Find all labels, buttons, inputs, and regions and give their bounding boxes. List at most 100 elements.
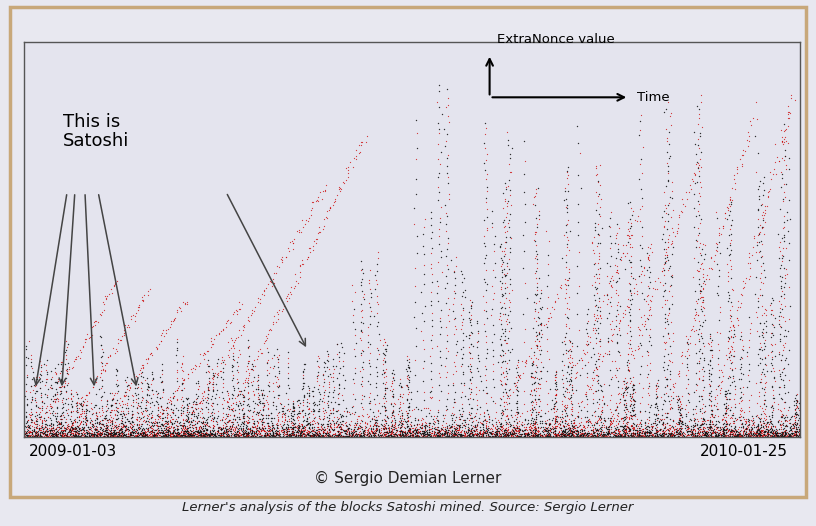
Point xyxy=(561,171,574,179)
Point xyxy=(768,431,781,439)
Point xyxy=(712,423,725,431)
Point xyxy=(661,235,674,243)
Point xyxy=(567,423,580,432)
Point xyxy=(252,408,265,416)
Point xyxy=(646,432,659,440)
Point xyxy=(234,431,247,439)
Point xyxy=(403,432,416,440)
Point xyxy=(588,432,601,440)
Point xyxy=(386,373,399,381)
Point xyxy=(503,275,517,284)
Point xyxy=(83,424,96,433)
Point xyxy=(265,422,278,430)
Point xyxy=(512,432,525,440)
Point xyxy=(560,329,573,338)
Point xyxy=(178,432,191,441)
Point xyxy=(626,432,639,440)
Point xyxy=(380,428,393,437)
Point xyxy=(398,432,411,440)
Point xyxy=(455,362,468,371)
Point xyxy=(222,416,235,424)
Point xyxy=(285,425,298,433)
Point xyxy=(499,317,512,326)
Point xyxy=(644,421,657,430)
Point xyxy=(41,430,54,438)
Point xyxy=(750,430,763,439)
Point xyxy=(463,394,477,402)
Point xyxy=(86,432,99,440)
Point xyxy=(188,408,201,416)
Point xyxy=(184,431,197,440)
Point xyxy=(242,424,255,433)
Point xyxy=(623,425,636,433)
Point xyxy=(755,240,768,249)
Point xyxy=(432,423,445,432)
Point xyxy=(196,393,209,402)
Point xyxy=(94,331,107,340)
Point xyxy=(386,369,399,377)
Point xyxy=(140,359,153,368)
Point xyxy=(337,431,350,440)
Point xyxy=(757,430,770,438)
Point xyxy=(706,410,719,418)
Point xyxy=(389,426,402,434)
Point xyxy=(442,189,455,198)
Point xyxy=(551,421,564,430)
Point xyxy=(642,382,655,390)
Point xyxy=(589,164,602,173)
Point xyxy=(590,188,603,196)
Point xyxy=(597,432,610,441)
Point xyxy=(195,397,208,406)
Point xyxy=(385,416,398,424)
Point xyxy=(184,430,197,438)
Point xyxy=(181,403,194,412)
Point xyxy=(219,414,232,423)
Point xyxy=(220,403,233,412)
Point xyxy=(605,390,618,399)
Point xyxy=(593,430,606,438)
Point xyxy=(329,430,342,439)
Point xyxy=(25,430,38,439)
Point xyxy=(419,430,432,438)
Point xyxy=(783,432,796,440)
Point xyxy=(575,427,588,436)
Point xyxy=(783,196,796,204)
Point xyxy=(60,367,73,375)
Point xyxy=(375,431,388,440)
Point xyxy=(643,429,656,437)
Point xyxy=(364,292,377,301)
Point xyxy=(302,431,315,439)
Point xyxy=(104,352,117,360)
Point xyxy=(131,393,144,402)
Point xyxy=(610,231,623,239)
Point xyxy=(497,188,510,197)
Point xyxy=(755,252,768,261)
Point xyxy=(780,416,793,424)
Point xyxy=(530,331,543,340)
Point xyxy=(693,229,706,238)
Point xyxy=(40,420,53,428)
Point xyxy=(478,408,491,417)
Point xyxy=(176,422,189,430)
Point xyxy=(417,427,430,436)
Point xyxy=(514,432,527,440)
Point xyxy=(314,422,327,431)
Point xyxy=(789,428,802,436)
Point xyxy=(392,407,406,415)
Point xyxy=(628,385,641,393)
Point xyxy=(286,423,299,431)
Point xyxy=(51,432,64,441)
Point xyxy=(674,425,687,433)
Point xyxy=(647,409,660,418)
Point xyxy=(756,333,769,341)
Point xyxy=(786,420,799,429)
Point xyxy=(645,430,658,439)
Point xyxy=(756,428,769,437)
Point xyxy=(552,420,565,428)
Point xyxy=(582,429,595,438)
Point xyxy=(515,430,528,439)
Point xyxy=(299,432,313,441)
Point xyxy=(619,401,632,410)
Point xyxy=(318,424,331,433)
Point xyxy=(538,427,551,436)
